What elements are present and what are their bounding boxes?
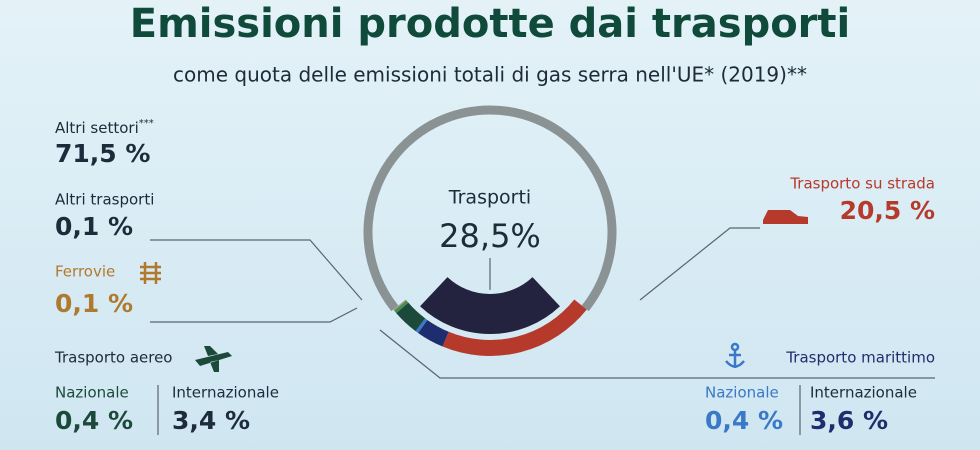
transport-total-arc: [420, 276, 560, 334]
segment-label: Internazionale: [810, 384, 917, 402]
segment-value: 3,6 %: [810, 406, 888, 435]
donut-segment: [394, 300, 409, 314]
leader-line: [379, 329, 935, 379]
donut-segment: [418, 319, 449, 347]
segment-label: Ferrovie: [55, 263, 115, 281]
segment-value: 0,1 %: [55, 289, 133, 318]
leader-line: [150, 307, 358, 323]
center-label: Trasporti: [448, 187, 531, 209]
footnote-mark: ***: [139, 118, 154, 129]
segment-name: Altri settori: [55, 119, 139, 137]
anchor-icon: [725, 342, 745, 368]
segment-label: Altri trasporti: [55, 191, 154, 209]
segment-label: Internazionale: [172, 384, 279, 402]
donut-segment: [442, 299, 587, 356]
donut-segment: [415, 318, 428, 333]
segment-value: 0,4 %: [705, 406, 783, 435]
title: Emissioni prodotte dai trasporti: [130, 1, 850, 47]
group-label: Trasporto aereo: [54, 349, 173, 367]
donut-segment: [396, 302, 426, 332]
segment-value: 3,4 %: [172, 406, 250, 435]
segment-label: Trasporto su strada: [789, 175, 935, 193]
segment-label: Altri settori***: [55, 118, 154, 137]
segment-value: 71,5 %: [55, 139, 150, 168]
leader-line: [639, 227, 760, 301]
segment-label: Nazionale: [705, 384, 779, 402]
donut-segment: [363, 105, 617, 312]
subtitle: come quota delle emissioni totali di gas…: [173, 63, 807, 87]
group-label: Trasporto marittimo: [785, 349, 935, 367]
plane-icon: [195, 346, 232, 372]
donut: [363, 105, 617, 356]
segment-label: Nazionale: [55, 384, 129, 402]
car-icon: [763, 210, 808, 224]
segment-value: 0,4 %: [55, 406, 133, 435]
center-value: 28,5%: [439, 217, 541, 255]
segment-value: 20,5 %: [840, 196, 935, 225]
leader-line: [150, 239, 363, 301]
segment-value: 0,1 %: [55, 212, 133, 241]
rail-icon: [140, 262, 161, 284]
